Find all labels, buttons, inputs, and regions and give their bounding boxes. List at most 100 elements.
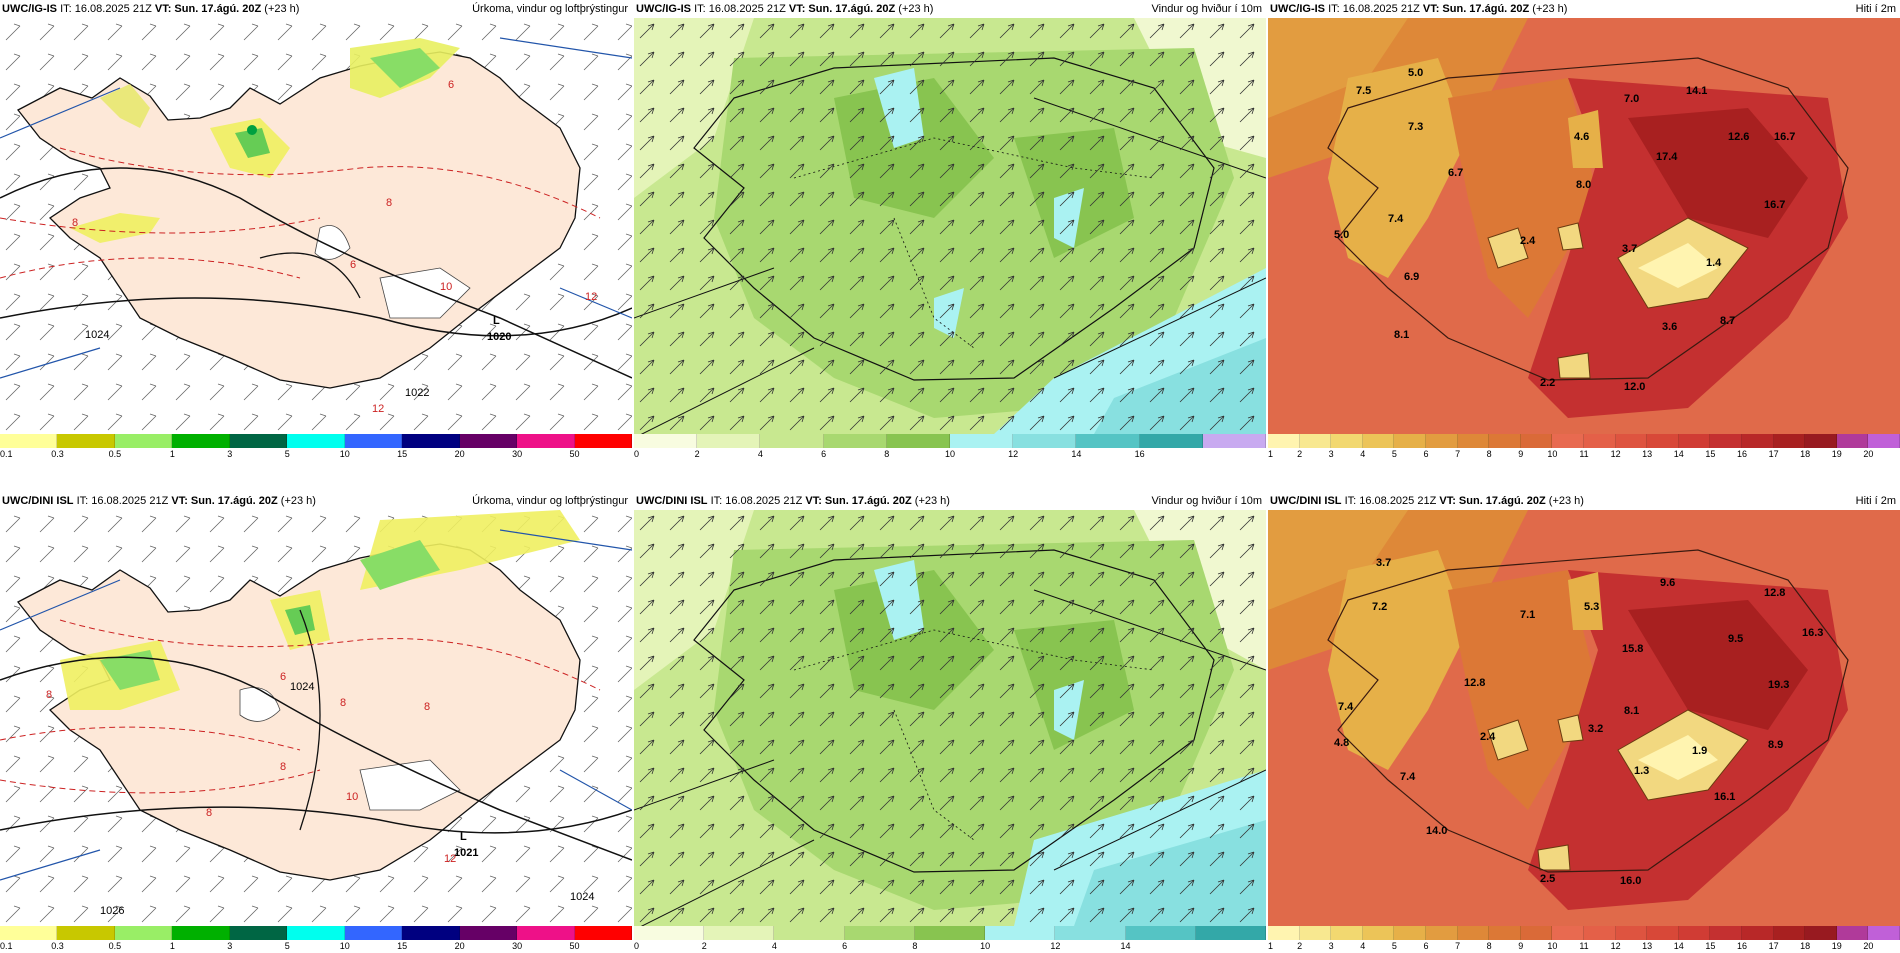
temp-label: 7.4 (1388, 213, 1404, 225)
valid-time: Sun. 17.ágú. 20Z (190, 495, 278, 507)
legend-tick-label: 17 (1768, 941, 1779, 951)
panel-title: Hiti í 2m (1855, 3, 1896, 15)
panel-header: UWC/DINI ISL IT: 16.08.2025 21Z VT: Sun.… (0, 492, 632, 510)
legend-swatch (287, 926, 345, 940)
legend-swatch (634, 434, 698, 448)
temp-label: 7.4 (1400, 771, 1416, 783)
legend-tick-label: 8 (1486, 449, 1492, 459)
isobar-label: 1022 (405, 387, 429, 399)
legend-tick-label: 14 (1120, 941, 1131, 951)
lead-time: (+23 h) (280, 495, 316, 507)
model-name: UWC/IG-IS (1270, 3, 1325, 15)
legend-tick-label: 10 (944, 449, 956, 459)
legend-swatch (459, 434, 518, 448)
legend-swatch (517, 434, 575, 448)
valid-time: Sun. 17.ágú. 20Z (174, 3, 262, 15)
wind-legend-ticks: 0 2 4 6 8 10 12 14 16 (634, 449, 1266, 461)
legend-tick-label: 5 (284, 941, 290, 951)
legend-swatch (1331, 434, 1363, 448)
legend-swatch (1299, 926, 1332, 940)
legend-tick-label: 10 (339, 449, 350, 459)
legend-swatch (517, 926, 575, 940)
temp-label: 7.4 (1338, 701, 1354, 713)
lead-time: (+23 h) (914, 495, 950, 507)
legend-swatch (1055, 926, 1126, 940)
temp-contour-label: 8 (280, 761, 286, 773)
temp-label: 16.7 (1764, 199, 1785, 211)
legend-swatch (114, 434, 173, 448)
temp-label: 8.1 (1624, 705, 1639, 717)
legend-tick-label: 13 (1642, 449, 1653, 459)
temp-label: 7.5 (1356, 85, 1371, 97)
legend-swatch (229, 434, 288, 448)
legend-tick-label: 6 (1423, 449, 1429, 459)
legend-swatch (704, 926, 775, 940)
legend-tick-label: 15 (397, 941, 408, 951)
temp-label: 6.7 (1448, 167, 1463, 179)
temp-label: 7.2 (1372, 601, 1387, 613)
temp-contour-label: 12 (372, 403, 384, 415)
legend-swatch (114, 926, 173, 940)
legend-swatch (1139, 434, 1203, 448)
legend-tick-label: 11 (1579, 449, 1589, 459)
isobar-label: 1024 (85, 329, 109, 341)
temp-label: 9.5 (1728, 633, 1743, 645)
legend-tick-label: 1 (1268, 941, 1274, 951)
temp-contour-label: 12 (585, 291, 597, 303)
temp-label: 9.6 (1660, 577, 1675, 589)
legend-swatch (1741, 926, 1774, 940)
temp-label: 3.7 (1376, 557, 1391, 569)
isobar-label: 1024 (290, 681, 314, 693)
vt-prefix: VT: (171, 495, 188, 507)
panel-header: UWC/IG-IS IT: 16.08.2025 21Z VT: Sun. 17… (1268, 0, 1900, 18)
wind-map (634, 18, 1266, 434)
panel-title: Úrkoma, vindur og loftþrýstingur (472, 495, 628, 507)
temp-contour-label: 8 (424, 701, 430, 713)
legend-tick-label: 0 (634, 941, 640, 951)
panel-header: UWC/IG-IS IT: 16.08.2025 21Z VT: Sun. 17… (0, 0, 632, 18)
legend-tick-label: 2 (1297, 941, 1303, 951)
low-pressure-value: 1020 (487, 331, 511, 343)
legend-tick-label: 0.3 (51, 941, 64, 951)
legend-tick-label: 7 (1455, 449, 1461, 459)
legend-tick-label: 4 (757, 449, 763, 459)
legend-tick-label: 16 (1134, 449, 1145, 459)
legend-tick-label: 8 (884, 449, 890, 459)
precip-map: L 1020 1024 1022 8 8 6 6 10 12 12 (0, 18, 632, 434)
legend-swatch (1520, 926, 1553, 940)
init-time: IT: 16.08.2025 21Z (694, 3, 786, 15)
temp-label: 16.0 (1620, 875, 1641, 887)
legend-tick-label: 8 (912, 941, 918, 951)
model-name: UWC/DINI ISL (1270, 495, 1342, 507)
valid-time: Sun. 17.ágú. 20Z (808, 3, 896, 15)
legend-tick-label: 13 (1642, 941, 1653, 951)
legend-swatch (1331, 926, 1363, 940)
temp-label: 6.9 (1404, 271, 1419, 283)
temp-label: 3.6 (1662, 321, 1677, 333)
temp-label: 2.2 (1540, 377, 1555, 389)
precip-legend-bar (0, 434, 632, 448)
vt-prefix: VT: (1422, 3, 1440, 15)
lead-time: (+23 h) (898, 3, 934, 15)
temp-label: 16.7 (1774, 131, 1795, 143)
legend-swatch (1362, 434, 1395, 448)
temp-label: 7.0 (1624, 93, 1639, 105)
panel-header: UWC/DINI ISL IT: 16.08.2025 21Z VT: Sun.… (634, 492, 1266, 510)
temp-contour-label: 8 (386, 197, 392, 209)
temp-label: 4.8 (1334, 737, 1349, 749)
legend-tick-label: 10 (339, 941, 350, 951)
legend-swatch (1773, 926, 1806, 940)
legend-swatch (1268, 926, 1300, 940)
legend-tick-label: 15 (1705, 941, 1716, 951)
temp-contour-label: 10 (346, 791, 358, 803)
legend-tick-label: 0.5 (108, 941, 122, 951)
temp-label: 12.8 (1764, 587, 1785, 599)
legend-tick-label: 12 (1050, 941, 1061, 951)
low-pressure-value: 1021 (454, 847, 478, 859)
isobar-label: 1024 (570, 891, 594, 903)
legend-tick-label: 12 (1610, 449, 1621, 459)
temp-label: 17.4 (1656, 151, 1678, 163)
legend-tick-label: 18 (1800, 941, 1811, 951)
precip-legend-ticks: 0.1 0.3 0.5 1 3 5 10 15 20 30 50 (0, 941, 632, 953)
legend-swatch (1489, 926, 1521, 940)
